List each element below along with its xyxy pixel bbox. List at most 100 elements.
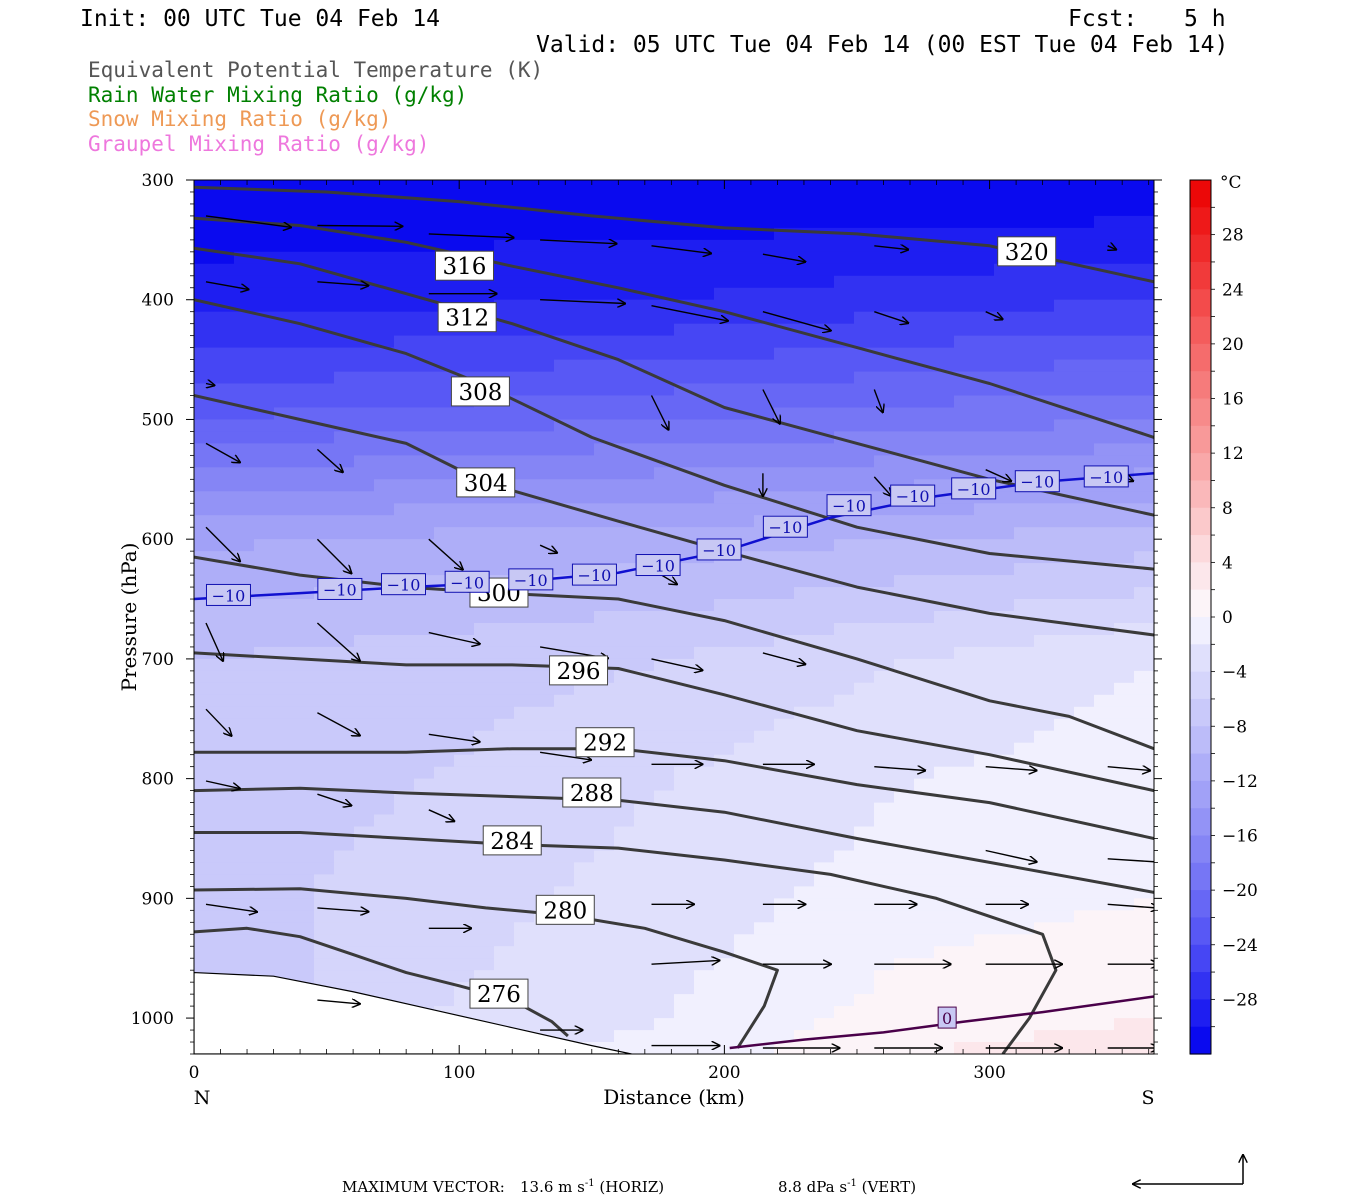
temp-cell [254,371,275,385]
temp-cell [594,335,615,349]
temp-cell [394,958,415,971]
temp-cell [934,263,955,277]
temp-cell [894,826,915,840]
temp-cell [234,419,255,433]
temp-cell [1014,371,1035,385]
theta-e-label: 308 [458,380,502,406]
temp-cell [234,347,255,361]
temp-cell [834,347,855,361]
temp-cell [1074,527,1095,540]
temp-cell [694,838,715,852]
temp-cell [794,982,815,995]
temp-cell [754,575,775,588]
temp-cell [754,778,775,792]
temp-cell [854,1042,875,1054]
temp-cell [334,180,355,193]
temp-cell [834,670,855,684]
temp-cell [294,898,315,912]
temp-cell [274,718,295,732]
temp-cell [974,982,995,995]
colorbar-swatch [1190,562,1211,591]
temp-cell [874,599,895,612]
temp-cell [834,982,855,995]
temp-cell [994,790,1015,804]
temp-cell [294,539,315,552]
temp-cell [594,419,615,433]
temp-cell [414,826,435,840]
theta-e-label-box [482,825,542,856]
temp-cell [854,611,875,624]
temp-cell [854,180,875,193]
temp-cell [474,646,495,660]
temp-cell [294,766,315,780]
temp-cell [594,682,615,696]
temp-cell [634,515,655,528]
temp-cell [814,467,835,481]
temp-cell [574,826,595,840]
temp-cell [834,359,855,373]
temp-cell [834,898,855,912]
temp-cell [994,587,1015,600]
temp-cell [694,347,715,361]
temp-cell [894,754,915,768]
temp-cell [614,886,635,900]
temp-cell [254,575,275,588]
temp-cell [1134,299,1154,313]
temp-cell [974,192,995,205]
temp-cell [494,227,515,241]
temp-cell [714,371,735,385]
temp-cell [554,982,575,995]
temp-cell [854,922,875,936]
colorbar-swatch [1190,698,1211,727]
temp-cell [574,180,595,193]
temp-cell [274,227,295,241]
temp-cell [894,814,915,828]
temp-cell [1054,599,1075,612]
temp-cell [694,886,715,900]
temp-cell [374,838,395,852]
temp-cell [414,539,435,552]
temp-cell [814,203,835,217]
temp-cell [674,658,695,672]
temp-cell [674,874,695,888]
temp-cell [354,551,375,564]
temp-cell [774,718,795,732]
y-tick-label: 1000 [131,1009,174,1029]
temp-cell [554,718,575,732]
temp-cell [1054,203,1075,217]
temp-cell [1134,694,1154,708]
temp-cell [634,694,655,708]
temp-cell [614,814,635,828]
temp-cell [194,862,215,876]
temp-cell [474,958,495,971]
temp-cell [394,826,415,840]
temp-cell [814,886,835,900]
temp-cell [854,706,875,720]
temp-cell [634,203,655,217]
temp-cell [714,203,735,217]
wind-vector [874,246,908,250]
temp-cell [234,790,255,804]
temp-cell [334,706,355,720]
temp-cell [634,395,655,409]
temp-cell [394,874,415,888]
temp-cell [474,874,495,888]
temp-cell [914,814,935,828]
temp-cell [714,742,735,756]
temp-cell [214,527,235,540]
temp-cell [794,850,815,864]
temp-cell [274,623,295,636]
temp-cell [1074,323,1095,337]
temp-cell [1134,215,1154,229]
temp-cell [874,611,895,624]
temp-cell [494,862,515,876]
temp-cell [534,802,555,816]
temp-cell [454,215,475,229]
temp-cell [294,335,315,349]
temp-cell [974,587,995,600]
temp-cell [714,1018,735,1031]
temp-cell [554,766,575,780]
temp-cell [994,730,1015,744]
temp-cell [1094,239,1115,253]
